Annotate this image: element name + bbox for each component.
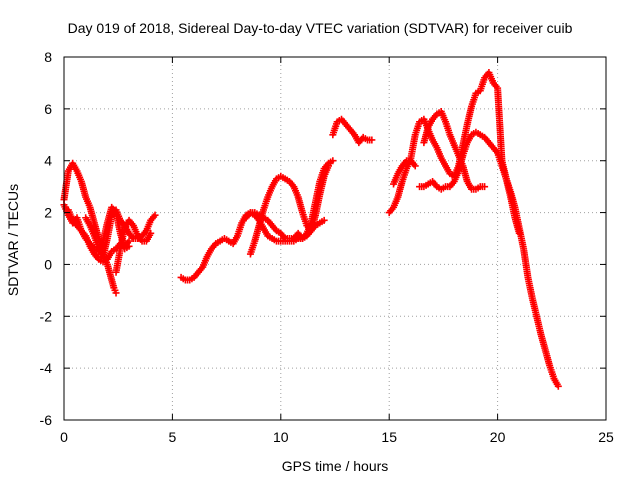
- x-tick-label: 10: [273, 429, 289, 445]
- x-tick-label: 25: [598, 429, 614, 445]
- y-tick-label: 2: [44, 205, 52, 221]
- y-tick-label: -4: [40, 360, 53, 376]
- chart-title: Day 019 of 2018, Sidereal Day-to-day VTE…: [68, 20, 573, 36]
- x-tick-label: 20: [490, 429, 506, 445]
- y-tick-label: 0: [44, 256, 52, 272]
- y-tick-label: 6: [44, 101, 52, 117]
- data-point: [320, 216, 328, 224]
- x-tick-label: 0: [60, 429, 68, 445]
- data-point: [125, 242, 133, 250]
- series-arc-k: [416, 128, 562, 390]
- y-tick-label: 4: [44, 153, 52, 169]
- data-point: [112, 289, 120, 297]
- grid-lines: [64, 57, 606, 420]
- data-point: [329, 157, 337, 165]
- x-tick-label: 5: [169, 429, 177, 445]
- data-point: [554, 382, 562, 390]
- data-points: [60, 69, 562, 390]
- data-point: [151, 211, 159, 219]
- series-arc-l: [420, 107, 489, 193]
- data-point: [147, 229, 155, 237]
- plot-frame: [63, 56, 607, 421]
- y-tick-label: 8: [44, 49, 52, 65]
- series-arc-h: [242, 157, 337, 242]
- x-tick-label: 15: [381, 429, 397, 445]
- axis-ticks: 0 5 10 15 20 25 -6 -4 -2 0 2 4 6 8: [40, 49, 614, 445]
- y-tick-label: -6: [40, 412, 53, 428]
- series-arc-e: [112, 216, 155, 276]
- series-arc-i: [329, 115, 376, 147]
- series-arc-d: [82, 206, 159, 261]
- x-axis-label: GPS time / hours: [282, 458, 389, 474]
- y-axis-label: SDTVAR / TECUs: [5, 184, 21, 296]
- series-arc-m: [390, 157, 419, 188]
- data-point: [411, 162, 419, 170]
- data-point: [481, 183, 489, 191]
- y-tick-label: -2: [40, 308, 53, 324]
- data-point: [368, 136, 376, 144]
